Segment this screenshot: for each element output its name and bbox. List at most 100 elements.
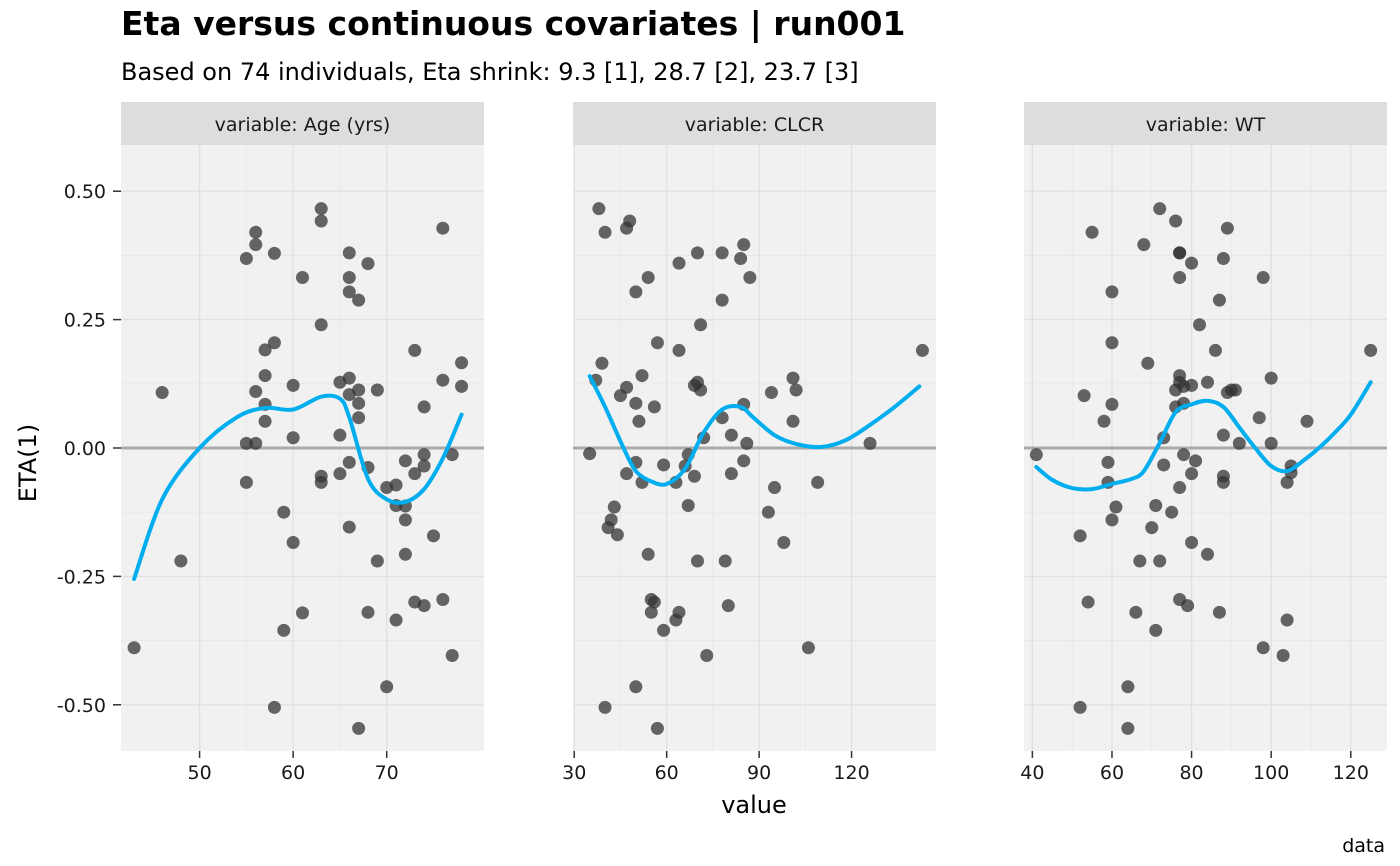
data-point <box>455 356 469 370</box>
data-point <box>1264 371 1278 385</box>
data-point <box>629 285 643 299</box>
data-point <box>389 478 403 492</box>
data-point <box>1157 458 1171 472</box>
data-point <box>342 371 356 385</box>
data-point <box>644 605 658 619</box>
smooth-line <box>1034 380 1373 492</box>
y-tick-label: -0.25 <box>57 566 106 588</box>
facet-panel: variable: CLCR 30 60 90 120 <box>562 102 936 784</box>
data-point <box>258 343 272 357</box>
data-point <box>1189 454 1203 468</box>
data-point <box>267 246 281 260</box>
data-point <box>811 475 825 489</box>
x-tick-label: 40 <box>1020 762 1044 784</box>
data-point <box>417 448 431 462</box>
data-point <box>1173 481 1187 495</box>
data-point <box>249 238 263 252</box>
data-point <box>1105 513 1119 527</box>
data-point <box>1077 389 1091 403</box>
data-point <box>1085 225 1099 239</box>
data-point <box>1097 414 1111 428</box>
data-point <box>721 599 735 613</box>
y-axis-title: ETA(1) <box>14 424 42 502</box>
data-point <box>314 318 328 332</box>
data-point <box>1212 293 1226 307</box>
x-tick-label: 50 <box>187 762 211 784</box>
y-tick-label: -0.50 <box>57 695 106 717</box>
data-point <box>690 246 704 260</box>
data-point <box>1169 214 1183 228</box>
data-point <box>1153 202 1167 216</box>
data-point <box>1185 256 1199 270</box>
data-point <box>607 500 621 514</box>
data-point <box>801 641 815 655</box>
data-point <box>1073 529 1087 543</box>
chart-title: Eta versus continuous covariates | run00… <box>121 4 905 43</box>
data-point <box>724 467 738 481</box>
data-point <box>1252 411 1266 425</box>
data-point <box>352 383 366 397</box>
data-point <box>370 383 384 397</box>
data-point <box>1173 270 1187 284</box>
x-tick-label: 60 <box>281 762 305 784</box>
data-point <box>361 257 375 271</box>
data-point <box>342 455 356 469</box>
data-point <box>1232 436 1246 450</box>
data-point <box>629 396 643 410</box>
data-point <box>408 467 422 481</box>
data-point <box>398 547 412 561</box>
data-point <box>1216 251 1230 265</box>
data-point <box>620 380 634 394</box>
data-point <box>1193 318 1207 332</box>
data-point <box>761 505 775 519</box>
data-point <box>1109 500 1123 514</box>
data-point <box>737 238 751 252</box>
data-point <box>592 202 606 216</box>
data-point <box>620 467 634 481</box>
data-point <box>1149 499 1163 513</box>
data-point <box>672 256 686 270</box>
y-tick-label: 0.50 <box>64 181 106 203</box>
data-point <box>715 293 729 307</box>
data-point <box>249 436 263 450</box>
data-point <box>370 554 384 568</box>
data-point <box>1256 270 1270 284</box>
data-point <box>1145 521 1159 535</box>
data-point <box>635 369 649 383</box>
data-point <box>715 246 729 260</box>
data-point <box>1105 336 1119 350</box>
data-point <box>398 454 412 468</box>
data-point <box>436 221 450 235</box>
data-point <box>286 535 300 549</box>
data-point <box>1264 436 1278 450</box>
x-tick-label: 100 <box>1253 762 1289 784</box>
x-tick-label: 120 <box>1333 762 1369 784</box>
data-point <box>174 554 188 568</box>
data-point <box>352 721 366 735</box>
data-point <box>641 547 655 561</box>
data-point <box>1200 375 1214 389</box>
data-point <box>724 428 738 442</box>
facet-strip-label: variable: WT <box>1146 114 1266 136</box>
data-point <box>641 270 655 284</box>
data-point <box>296 270 309 284</box>
data-point <box>1105 285 1119 299</box>
facet-strip <box>573 102 936 145</box>
data-point <box>694 383 708 397</box>
x-axis-title: value <box>721 791 787 819</box>
data-point <box>863 436 877 450</box>
data-point <box>361 605 375 619</box>
data-point <box>1165 505 1179 519</box>
data-point <box>155 386 169 400</box>
data-point <box>1200 547 1214 561</box>
data-point <box>1129 605 1143 619</box>
data-point <box>267 700 281 714</box>
data-point <box>239 436 253 450</box>
data-point <box>632 414 646 428</box>
data-point <box>583 447 597 461</box>
data-point <box>286 431 300 445</box>
y-tick-label: 0.00 <box>64 438 106 460</box>
data-point <box>249 225 263 239</box>
data-point <box>380 680 394 694</box>
